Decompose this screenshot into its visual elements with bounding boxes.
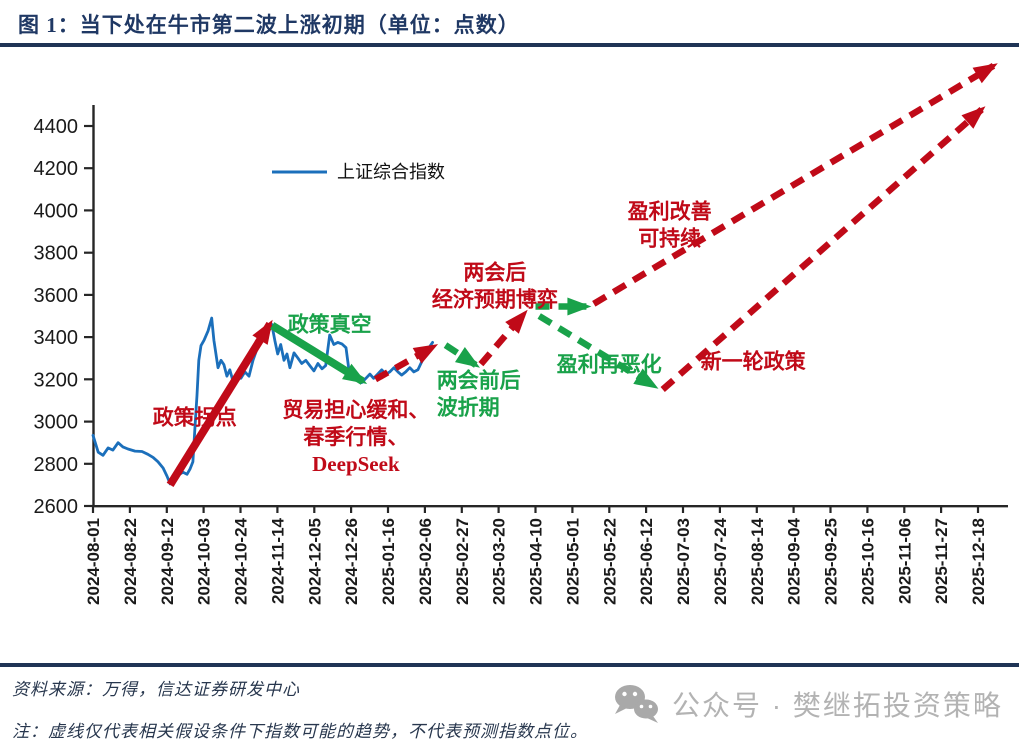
y-tick-label: 3400	[34, 327, 79, 349]
wechat-icon	[615, 685, 658, 723]
annotation-two-sessions-period: 波折期	[437, 395, 500, 419]
y-tick-label: 4400	[34, 116, 79, 138]
x-tick-label: 2025-03-20	[490, 518, 509, 605]
arrow-policy-turning-point	[166, 319, 274, 488]
arrow-new-policy-rise	[660, 106, 986, 392]
annotation-policy-turning-point: 政策拐点	[153, 405, 237, 429]
arrow-policy-vacuum	[270, 322, 368, 385]
annotation-profit-deterioration: 盈利再恶化	[556, 353, 662, 377]
x-tick-label: 2025-05-22	[600, 518, 619, 605]
annotation-profit-improvement: 盈利改善	[627, 200, 712, 224]
annotation-post-two-sessions: 两会后	[463, 261, 526, 285]
y-tick-label: 2600	[34, 496, 79, 518]
x-tick-label: 2025-09-25	[822, 518, 841, 605]
y-tick-label: 3800	[34, 243, 79, 265]
annotation-two-sessions-period: 两会前后	[437, 368, 521, 392]
arrow-pre-two-sessions-rise	[373, 343, 439, 383]
arrow-two-sessions-dip	[443, 342, 480, 368]
disclaimer-note: 注：虚线仅代表相关假设条件下指数可能的趋势，不代表预测指数点位。	[12, 722, 588, 741]
y-tick-label: 4200	[34, 158, 79, 180]
arrow-profit-improvement-rise	[592, 63, 998, 307]
title-divider	[0, 43, 1019, 47]
y-tick-label: 4000	[34, 200, 79, 222]
x-tick-label: 2024-12-05	[305, 518, 324, 605]
annotation-policy-vacuum: 政策真空	[288, 312, 372, 336]
y-tick-label: 3000	[34, 412, 79, 434]
footer-divider	[0, 663, 1019, 667]
x-tick-label: 2025-12-18	[969, 518, 988, 605]
x-tick-label: 2024-08-22	[121, 518, 140, 605]
x-tick-label: 2024-12-26	[342, 518, 361, 605]
legend-label: 上证综合指数	[337, 162, 445, 182]
watermark: 公众号 · 樊继拓投资策略	[612, 683, 1003, 725]
x-axis-ticks: 2024-08-01 2024-08-22 2024-09-12 2024-10-03…	[84, 506, 988, 605]
x-tick-label: 2024-10-24	[232, 517, 251, 605]
y-tick-label: 3600	[34, 285, 79, 307]
x-tick-label: 2025-09-04	[785, 517, 804, 605]
annotation-spring-rally: DeepSeek	[312, 452, 400, 476]
x-tick-label: 2024-10-03	[195, 518, 214, 605]
arrow-post-two-sessions-rise	[478, 309, 528, 367]
y-tick-label: 3200	[34, 369, 79, 391]
x-tick-label: 2025-11-27	[932, 518, 951, 604]
x-tick-label: 2024-08-01	[84, 518, 103, 605]
annotation-spring-rally: 贸易担心缓和、	[282, 398, 429, 422]
x-tick-label: 2025-01-16	[379, 518, 398, 605]
annotation-new-policy: 新一轮政策	[701, 349, 807, 373]
x-tick-label: 2025-06-12	[637, 518, 656, 605]
watermark-text: 公众号 · 樊继拓投资策略	[672, 690, 1003, 721]
source-note: 资料来源：万得，信达证券研发中心	[12, 680, 300, 699]
y-tick-label: 2800	[34, 454, 79, 476]
chart-canvas: 2600 2800 3000 3200 3400 3600 3800 4000 4200 4400…	[34, 63, 1008, 605]
x-tick-label: 2025-05-01	[563, 518, 582, 605]
annotation-profit-improvement: 可持续	[638, 227, 701, 251]
x-tick-label: 2025-04-10	[527, 518, 546, 605]
x-tick-label: 2025-02-06	[416, 518, 435, 605]
x-tick-label: 2025-07-24	[711, 517, 730, 605]
x-tick-label: 2024-09-12	[158, 518, 177, 605]
chart-title: 图 1：当下处在牛市第二波上涨初期（单位：点数）	[18, 13, 520, 37]
y-axis-ticks: 2600 2800 3000 3200 3400 3600 3800 4000 4200 4400	[34, 116, 93, 518]
legend: 上证综合指数	[272, 162, 445, 182]
x-tick-label: 2025-02-27	[453, 518, 472, 605]
annotation-arrows	[166, 63, 998, 488]
x-tick-label: 2025-07-03	[674, 518, 693, 605]
x-tick-label: 2025-10-16	[858, 518, 877, 605]
x-tick-label: 2025-08-14	[748, 517, 767, 605]
annotation-spring-rally: 春季行情、	[303, 425, 408, 449]
x-tick-label: 2025-11-06	[895, 518, 914, 604]
annotation-post-two-sessions: 经济预期博弈	[432, 288, 558, 312]
x-tick-label: 2024-11-14	[268, 517, 287, 604]
